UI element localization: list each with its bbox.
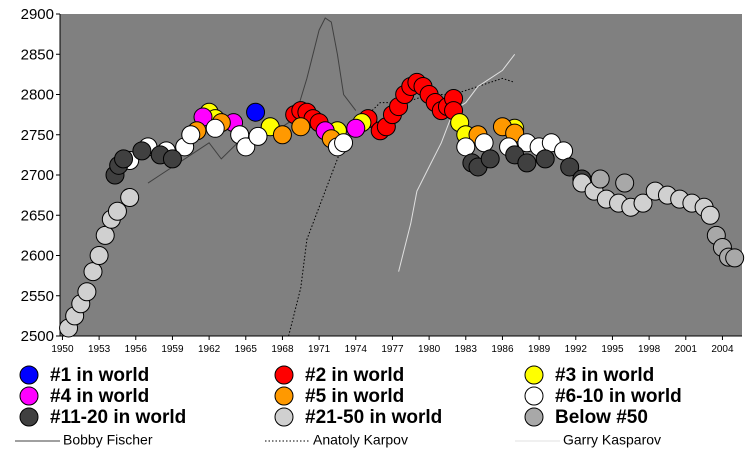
legend-label: #21-50 in world [305,407,442,428]
x-tick-label: 1992 [565,344,588,355]
legend-marker [524,386,544,406]
x-tick-label: 1974 [345,344,368,355]
point [248,126,268,146]
y-tick-label: 2800 [21,87,54,104]
x-tick-label: 1998 [638,344,661,355]
point [615,173,635,193]
legend-label: #5 in world [305,386,404,407]
point [205,118,225,138]
x-tick-label: 1968 [271,344,294,355]
x-tick-label: 1956 [125,344,148,355]
x-tick-label: 1962 [198,344,221,355]
x-tick-label: 1971 [308,344,331,355]
x-tick-label: 1977 [381,344,404,355]
point [77,282,97,302]
point [480,149,500,169]
point [132,141,152,161]
point [535,149,555,169]
y-tick-label: 2900 [21,6,54,23]
point [633,193,653,213]
x-tick-label: 1983 [455,344,478,355]
legend-marker [274,365,294,385]
point [89,246,109,265]
point [334,133,354,153]
legend-label: #3 in world [555,365,654,386]
legend-label: Anatoly Karpov [313,432,408,448]
legend-label: #1 in world [50,365,149,386]
point [590,169,610,189]
legend-marker [19,386,39,406]
y-tick-label: 2500 [21,328,54,345]
point [725,248,745,268]
legend-marker [524,365,544,385]
point [346,118,366,138]
legend-label: Garry Kasparov [563,432,661,448]
legend-label: Below #50 [555,407,648,428]
point [272,125,292,145]
y-tick-label: 2850 [21,46,54,63]
x-tick-label: 1959 [161,344,184,355]
legend-label: #11-20 in world [50,407,186,428]
x-tick-label: 1989 [528,344,551,355]
legend-marker [524,407,544,427]
x-tick-label: 1965 [235,344,258,355]
x-tick-label: 2001 [675,344,698,355]
x-tick-label: 1995 [601,344,624,355]
y-tick-label: 2650 [21,207,54,224]
x-tick-label: 1986 [491,344,514,355]
x-tick-label: 1980 [418,344,441,355]
point [246,102,266,122]
point [700,205,720,225]
point [120,188,140,208]
point [236,137,256,157]
legend-marker [19,365,39,385]
point [114,149,134,169]
point [517,153,537,173]
point [83,262,103,282]
point [95,225,115,245]
x-tick-label: 2004 [711,344,734,355]
legend-label: Bobby Fischer [63,432,153,448]
legend-label: #6-10 in world [555,386,682,407]
y-tick-label: 2600 [21,248,54,265]
point [456,137,476,157]
point [560,157,580,177]
x-tick-label: 1953 [88,344,111,355]
y-tick-label: 2750 [21,127,54,144]
legend-label: #4 in world [50,386,149,407]
point [162,149,182,169]
point [554,141,574,161]
plot-area [60,14,742,336]
point [181,125,201,145]
legend-marker [274,407,294,427]
x-tick-label: 1950 [51,344,74,355]
y-tick-label: 2700 [21,167,54,184]
point [291,117,311,137]
y-tick-label: 2550 [21,288,54,305]
point [107,201,127,221]
legend-marker [274,386,294,406]
point [474,133,494,153]
legend-label: #2 in world [305,365,404,386]
legend-marker [19,407,39,427]
